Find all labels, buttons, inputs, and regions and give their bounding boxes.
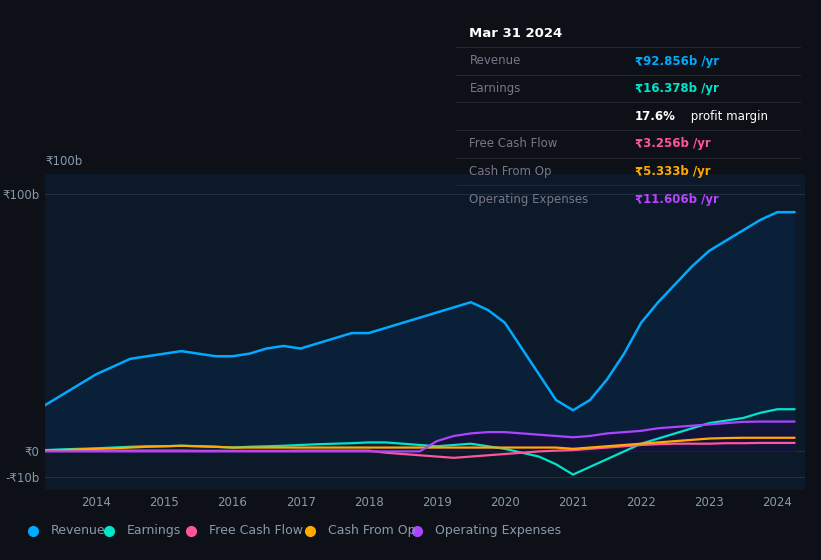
Text: Operating Expenses: Operating Expenses: [435, 524, 561, 538]
Text: Revenue: Revenue: [470, 54, 521, 68]
Text: Earnings: Earnings: [126, 524, 181, 538]
Text: ₹5.333b /yr: ₹5.333b /yr: [635, 165, 711, 178]
Text: Operating Expenses: Operating Expenses: [470, 193, 589, 206]
Text: ₹11.606b /yr: ₹11.606b /yr: [635, 193, 719, 206]
Text: Cash From Op: Cash From Op: [328, 524, 415, 538]
Text: Cash From Op: Cash From Op: [470, 165, 552, 178]
Text: Earnings: Earnings: [470, 82, 521, 95]
Text: Revenue: Revenue: [51, 524, 106, 538]
Text: ₹3.256b /yr: ₹3.256b /yr: [635, 137, 711, 150]
Text: ₹92.856b /yr: ₹92.856b /yr: [635, 54, 719, 68]
Text: ₹100b: ₹100b: [45, 155, 82, 168]
Text: Free Cash Flow: Free Cash Flow: [209, 524, 303, 538]
Text: 17.6%: 17.6%: [635, 110, 676, 123]
Text: ₹16.378b /yr: ₹16.378b /yr: [635, 82, 719, 95]
Text: profit margin: profit margin: [686, 110, 768, 123]
Text: Mar 31 2024: Mar 31 2024: [470, 27, 562, 40]
Text: Free Cash Flow: Free Cash Flow: [470, 137, 557, 150]
